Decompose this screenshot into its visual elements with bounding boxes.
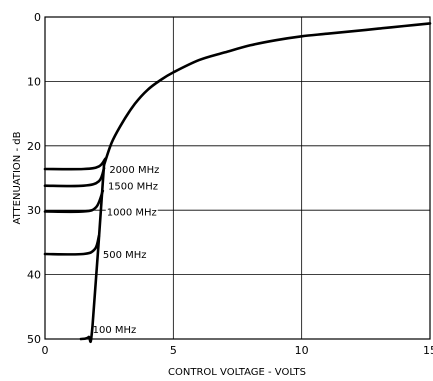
series-label-bg xyxy=(108,164,161,176)
series-label-1500-mhz: 1500 MHz xyxy=(108,182,158,193)
series-line-1500-mhz xyxy=(43,167,106,188)
series-labels: 2000 MHz 1500 MHz 1000 MHz 500 MHz 100 MHz xyxy=(93,164,161,336)
series-label-bg xyxy=(101,249,148,261)
series-line-500-mhz xyxy=(43,234,101,256)
y-axis-title: ATTENUATION - dB xyxy=(12,131,23,224)
main-curve-line xyxy=(102,22,432,167)
y-tick-label: 20 xyxy=(27,140,41,153)
series-label-2000-mhz: 2000 MHz xyxy=(109,165,159,176)
series-line-2000-mhz xyxy=(43,157,107,171)
x-tick-label: 5 xyxy=(170,344,177,357)
y-tick-label: 40 xyxy=(27,269,41,282)
series-label-100-mhz: 100 MHz xyxy=(93,325,137,336)
y-tick-label: 50 xyxy=(27,333,41,346)
plot-frame xyxy=(44,16,431,340)
curves xyxy=(43,22,432,343)
x-tick-label: 0 xyxy=(42,344,49,357)
series-label-bg xyxy=(105,207,158,219)
series-label-bg xyxy=(107,181,160,193)
y-tick-label: 10 xyxy=(27,75,41,88)
y-tick-label: 0 xyxy=(34,11,41,24)
series-line-1000-mhz xyxy=(43,189,105,214)
x-tick-label: 10 xyxy=(295,344,309,357)
y-tick-label: 30 xyxy=(27,204,41,217)
tick-labels: 0 5 10 15 0 10 20 30 40 50 xyxy=(27,11,433,357)
series-label-1000-mhz: 1000 MHz xyxy=(107,207,157,218)
x-axis-title: CONTROL VOLTAGE - VOLTS xyxy=(168,367,306,378)
series-label-500-mhz: 500 MHz xyxy=(103,250,147,261)
x-tick-label: 15 xyxy=(423,344,433,357)
